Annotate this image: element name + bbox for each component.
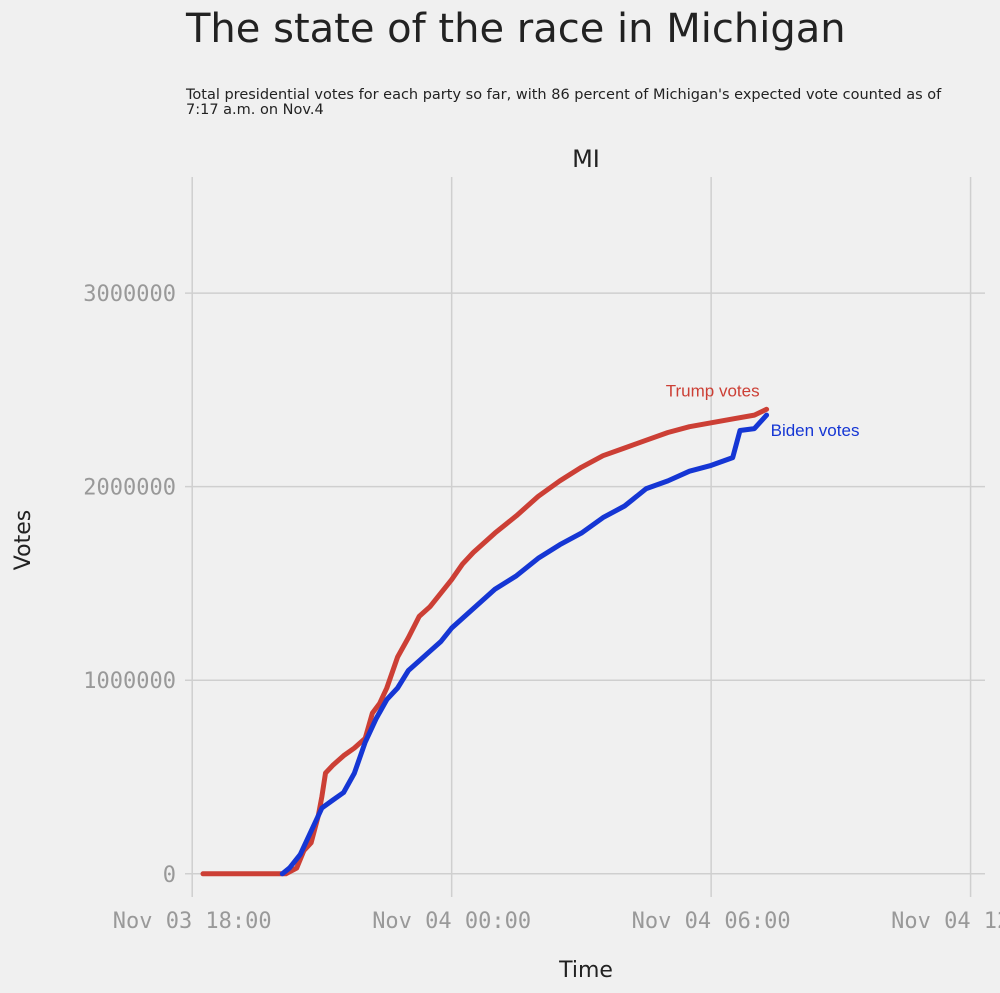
y-tick-label: 1000000 xyxy=(83,669,176,694)
y-tick-label: 0 xyxy=(163,863,176,888)
x-tick-label: Nov 04 12:00 xyxy=(891,909,1000,934)
x-axis-title: Time xyxy=(558,958,613,983)
x-tick-label: Nov 04 00:00 xyxy=(372,909,531,934)
gridlines xyxy=(185,177,985,897)
trump-votes-label: Trump votes xyxy=(666,381,760,400)
series-lines xyxy=(200,406,770,877)
biden-votes-label: Biden votes xyxy=(771,421,860,440)
facet-label: MI xyxy=(572,145,600,173)
y-tick-label: 2000000 xyxy=(83,476,176,501)
x-tick-label: Nov 03 18:00 xyxy=(113,909,272,934)
trump-votes-line xyxy=(200,406,770,877)
y-axis-ticks: 0 1000000 2000000 3000000 xyxy=(83,282,176,888)
y-tick-label: 3000000 xyxy=(83,282,176,307)
x-tick-label: Nov 04 06:00 xyxy=(632,909,791,934)
series-labels: Trump votes Biden votes xyxy=(666,381,860,440)
y-axis-title: Votes xyxy=(11,510,36,570)
chart-title: The state of the race in Michigan xyxy=(186,6,846,52)
chart-subtitle: Total presidential votes for each party … xyxy=(186,87,942,118)
x-axis-ticks: Nov 03 18:00 Nov 04 00:00 Nov 04 06:00 Nov … xyxy=(113,909,1000,934)
biden-votes-line xyxy=(279,412,770,877)
